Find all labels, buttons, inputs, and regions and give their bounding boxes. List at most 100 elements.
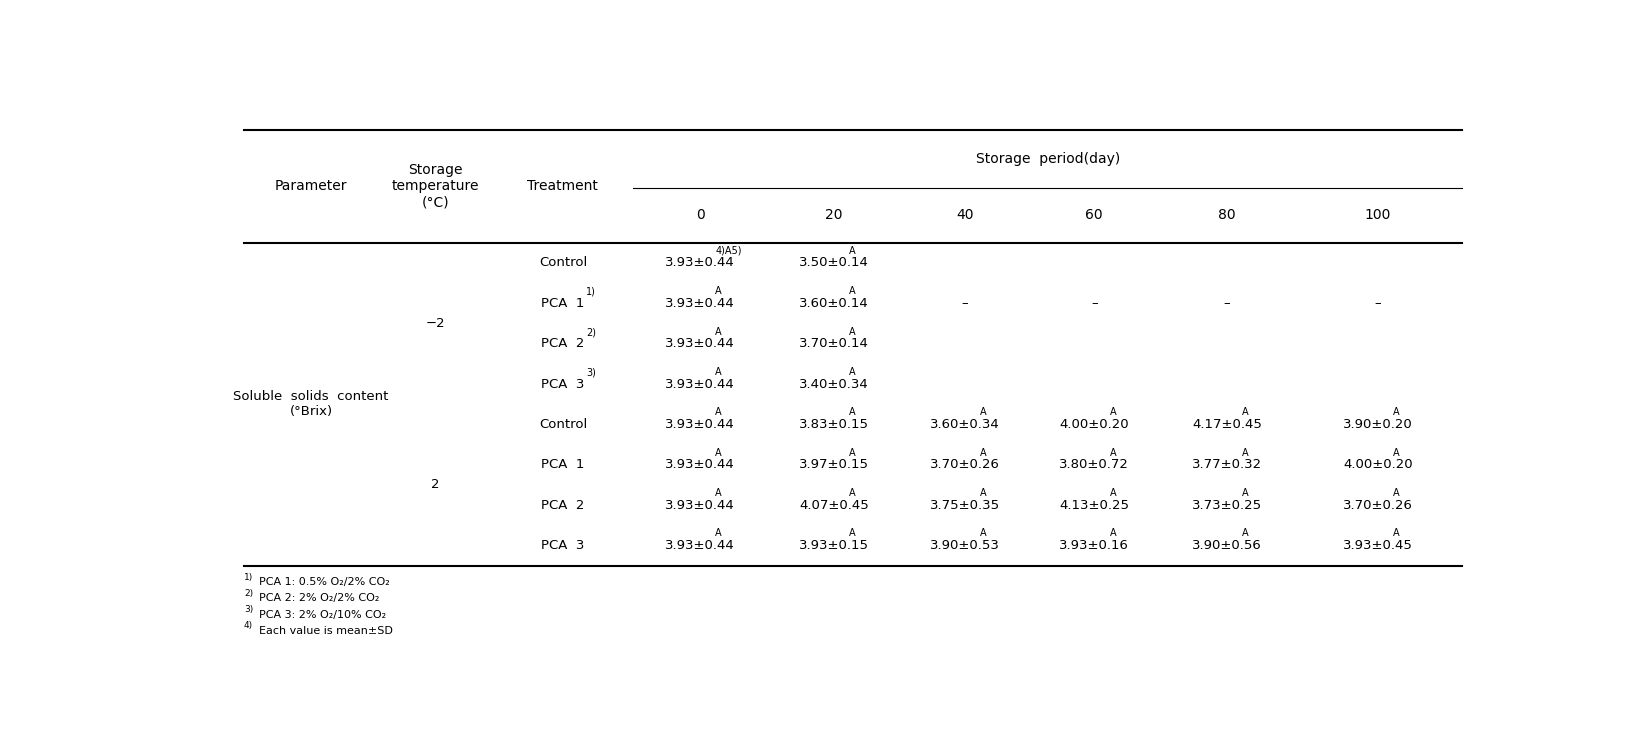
Text: −2: −2 [426, 317, 444, 330]
Text: PCA 2: 2% O₂/2% CO₂: PCA 2: 2% O₂/2% CO₂ [260, 593, 380, 604]
Text: PCA  1: PCA 1 [542, 458, 584, 471]
Text: A: A [1109, 528, 1116, 539]
Text: 4.17±0.45: 4.17±0.45 [1192, 418, 1262, 431]
Text: –: – [1374, 297, 1381, 310]
Text: 3.90±0.20: 3.90±0.20 [1343, 418, 1412, 431]
Text: PCA 1: 0.5% O₂/2% CO₂: PCA 1: 0.5% O₂/2% CO₂ [260, 577, 390, 587]
Text: A: A [979, 528, 986, 539]
Text: PCA  1: PCA 1 [542, 297, 584, 310]
Text: 4.00±0.20: 4.00±0.20 [1060, 418, 1129, 431]
Text: 3.40±0.34: 3.40±0.34 [798, 377, 869, 390]
Text: 4)A5): 4)A5) [716, 246, 742, 256]
Text: 40: 40 [956, 208, 973, 222]
Text: A: A [979, 488, 986, 498]
Text: 2: 2 [431, 479, 439, 491]
Text: A: A [1243, 448, 1249, 458]
Text: 3.77±0.32: 3.77±0.32 [1192, 458, 1262, 471]
Text: 60: 60 [1085, 208, 1103, 222]
Text: A: A [716, 407, 723, 417]
Text: 3.93±0.44: 3.93±0.44 [665, 458, 736, 471]
Text: A: A [1243, 488, 1249, 498]
Text: 3.90±0.56: 3.90±0.56 [1192, 539, 1262, 552]
Text: 4): 4) [244, 621, 253, 630]
Text: 3.70±0.26: 3.70±0.26 [1343, 499, 1412, 512]
Text: 2): 2) [586, 327, 596, 337]
Text: PCA  3: PCA 3 [542, 539, 584, 552]
Text: A: A [979, 407, 986, 417]
Text: A: A [849, 286, 856, 296]
Text: A: A [1394, 448, 1401, 458]
Text: 3): 3) [244, 605, 253, 614]
Text: Parameter: Parameter [275, 180, 347, 193]
Text: 3.75±0.35: 3.75±0.35 [930, 499, 999, 512]
Text: –: – [961, 297, 968, 310]
Text: A: A [849, 528, 856, 539]
Text: 20: 20 [825, 208, 843, 222]
Text: PCA  2: PCA 2 [542, 499, 584, 512]
Text: 100: 100 [1365, 208, 1391, 222]
Text: A: A [716, 327, 723, 336]
Text: 3.93±0.16: 3.93±0.16 [1060, 539, 1129, 552]
Text: A: A [1394, 407, 1401, 417]
Text: Control: Control [538, 418, 588, 431]
Text: Storage
temperature
(°C): Storage temperature (°C) [392, 163, 479, 210]
Text: 3.83±0.15: 3.83±0.15 [798, 418, 869, 431]
Text: A: A [1243, 528, 1249, 539]
Text: 3.93±0.45: 3.93±0.45 [1343, 539, 1412, 552]
Text: 3.93±0.44: 3.93±0.44 [665, 499, 736, 512]
Text: PCA  3: PCA 3 [542, 377, 584, 390]
Text: 3.93±0.15: 3.93±0.15 [798, 539, 869, 552]
Text: 1): 1) [586, 287, 596, 297]
Text: 3.80±0.72: 3.80±0.72 [1060, 458, 1129, 471]
Text: 3.93±0.44: 3.93±0.44 [665, 297, 736, 310]
Text: A: A [716, 448, 723, 458]
Text: A: A [1109, 448, 1116, 458]
Text: Soluble  solids  content
(°Brix): Soluble solids content (°Brix) [234, 390, 388, 418]
Text: 3.70±0.26: 3.70±0.26 [930, 458, 999, 471]
Text: –: – [1223, 297, 1230, 310]
Text: PCA  2: PCA 2 [542, 337, 584, 350]
Text: 3.90±0.53: 3.90±0.53 [930, 539, 999, 552]
Text: A: A [1243, 407, 1249, 417]
Text: 3.93±0.44: 3.93±0.44 [665, 377, 736, 390]
Text: 0: 0 [696, 208, 704, 222]
Text: A: A [849, 367, 856, 377]
Text: 3.73±0.25: 3.73±0.25 [1192, 499, 1262, 512]
Text: 3.93±0.44: 3.93±0.44 [665, 256, 736, 270]
Text: 3.93±0.44: 3.93±0.44 [665, 418, 736, 431]
Text: PCA 3: 2% O₂/10% CO₂: PCA 3: 2% O₂/10% CO₂ [260, 610, 387, 619]
Text: 3.97±0.15: 3.97±0.15 [798, 458, 869, 471]
Text: 80: 80 [1218, 208, 1236, 222]
Text: A: A [716, 528, 723, 539]
Text: A: A [1394, 528, 1401, 539]
Text: 3.93±0.44: 3.93±0.44 [665, 539, 736, 552]
Text: A: A [849, 448, 856, 458]
Text: A: A [716, 286, 723, 296]
Text: A: A [849, 246, 856, 256]
Text: A: A [979, 448, 986, 458]
Text: 3.60±0.14: 3.60±0.14 [798, 297, 869, 310]
Text: 3.70±0.14: 3.70±0.14 [798, 337, 869, 350]
Text: A: A [716, 367, 723, 377]
Text: 4.13±0.25: 4.13±0.25 [1060, 499, 1129, 512]
Text: 3.60±0.34: 3.60±0.34 [930, 418, 999, 431]
Text: A: A [1109, 407, 1116, 417]
Text: A: A [1394, 488, 1401, 498]
Text: Treatment: Treatment [527, 180, 599, 193]
Text: –: – [1091, 297, 1098, 310]
Text: Storage  period(day): Storage period(day) [976, 152, 1119, 166]
Text: 1): 1) [244, 572, 253, 582]
Text: 3): 3) [586, 368, 596, 377]
Text: Control: Control [538, 256, 588, 270]
Text: A: A [716, 488, 723, 498]
Text: A: A [849, 488, 856, 498]
Text: 4.07±0.45: 4.07±0.45 [798, 499, 869, 512]
Text: 4.00±0.20: 4.00±0.20 [1343, 458, 1412, 471]
Text: A: A [849, 407, 856, 417]
Text: Each value is mean±SD: Each value is mean±SD [260, 625, 393, 636]
Text: 2): 2) [244, 589, 253, 598]
Text: 3.93±0.44: 3.93±0.44 [665, 337, 736, 350]
Text: A: A [849, 327, 856, 336]
Text: 3.50±0.14: 3.50±0.14 [798, 256, 869, 270]
Text: A: A [1109, 488, 1116, 498]
